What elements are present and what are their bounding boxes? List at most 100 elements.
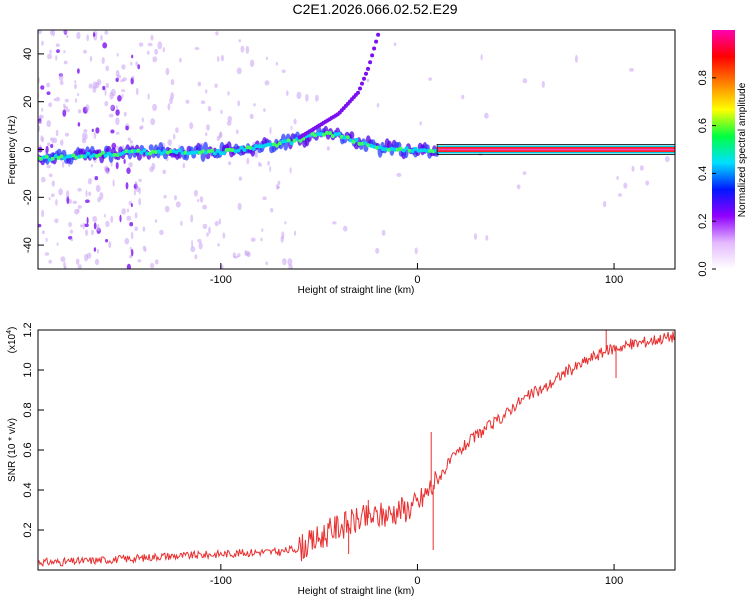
ridge-core-mark	[333, 132, 338, 137]
speckle-mark	[55, 199, 58, 206]
speckle-mark	[154, 219, 158, 223]
ridge-core-mark	[360, 141, 365, 146]
speckle-mark	[269, 126, 272, 135]
speckle-mark	[85, 104, 90, 112]
speckle-mark	[141, 117, 144, 123]
speckle-mark	[664, 156, 670, 163]
speckle-mark	[197, 81, 202, 87]
speckle-mark	[130, 61, 133, 66]
speckle-mark	[138, 178, 142, 183]
speckle-mark	[49, 49, 52, 54]
speckle-mark	[623, 182, 628, 189]
speckle-mark	[83, 129, 88, 133]
ridge-core-mark	[53, 154, 58, 159]
speckle-mark	[159, 229, 164, 235]
speckle-mark	[164, 205, 170, 213]
y-tick-label: 0.8	[22, 402, 34, 417]
colorbar-title: Normalized spectral amplitude	[737, 82, 748, 217]
ridge-core-mark	[381, 147, 385, 152]
speckle-mark	[152, 103, 158, 112]
speckle-mark	[82, 132, 86, 141]
speckle-mark	[75, 258, 80, 265]
speckle-mark	[140, 125, 144, 129]
snr-scale-close: )	[7, 327, 18, 330]
speckle-mark	[396, 172, 402, 177]
speckle-mark	[131, 54, 134, 59]
speckle-mark	[46, 91, 51, 95]
speckle-mark	[343, 225, 348, 232]
speckle-mark	[83, 49, 87, 54]
speckle-mark	[46, 120, 51, 128]
speckle-mark	[115, 109, 120, 116]
speckle-mark	[47, 142, 51, 147]
speckle-mark	[131, 75, 135, 80]
speckle-mark	[288, 264, 293, 269]
branch-mark	[356, 90, 360, 95]
ridge-core-mark	[44, 154, 49, 159]
ridge-core-mark	[292, 138, 297, 143]
snr-scale-exponent: 4	[6, 330, 13, 334]
speckle-mark	[41, 40, 44, 46]
speckle-mark	[218, 218, 221, 225]
ridge-core-mark	[97, 152, 102, 157]
speckle-mark	[105, 82, 110, 89]
speckle-mark	[428, 77, 432, 81]
x-tick-label: 0	[414, 575, 420, 587]
speckle-mark	[95, 127, 100, 134]
speckle-mark	[77, 205, 82, 209]
speckle-mark	[50, 30, 54, 36]
speckle-mark	[305, 94, 309, 102]
speckle-mark	[170, 79, 175, 86]
ridge-core-mark	[369, 143, 374, 148]
ridge-halo-mark	[148, 144, 154, 151]
speckle-mark	[206, 232, 209, 237]
speckle-mark	[85, 229, 88, 237]
y-tick-label: 0.2	[22, 522, 34, 537]
x-tick-label: -100	[210, 274, 232, 286]
speckle-mark	[105, 170, 110, 175]
speckle-mark	[92, 216, 98, 223]
ridge-core-mark	[289, 141, 294, 146]
speckle-mark	[126, 167, 131, 174]
speckle-mark	[77, 188, 82, 192]
speckle-mark	[150, 262, 155, 269]
ridge-core-mark	[148, 151, 153, 156]
speckle-mark	[194, 254, 198, 260]
speckle-mark	[175, 127, 179, 133]
speckle-mark	[522, 78, 528, 84]
colorbar-tick-label: 0.6	[697, 118, 709, 133]
speckle-mark	[381, 229, 386, 236]
speckle-mark	[80, 224, 83, 228]
ridge-core-mark	[218, 151, 223, 156]
speckle-mark	[162, 47, 165, 53]
speckle-mark	[123, 158, 126, 164]
speckle-mark	[284, 221, 287, 225]
ridge-core-mark	[357, 141, 362, 146]
speckle-mark	[93, 222, 97, 230]
speckle-mark	[236, 67, 242, 75]
ridge-core-mark	[336, 131, 341, 136]
speckle-mark	[137, 259, 142, 263]
y-tick-label: 1.0	[22, 362, 34, 377]
speckle-mark	[59, 80, 64, 86]
speckle-mark	[63, 265, 67, 269]
ridge-core-mark	[260, 144, 265, 149]
speckle-mark	[46, 164, 51, 169]
branch-mark	[368, 60, 373, 65]
speckle-mark	[157, 41, 163, 50]
speckle-mark	[121, 93, 124, 99]
speckle-mark	[182, 162, 186, 169]
speckle-mark	[108, 241, 112, 249]
ridge-core-mark	[398, 146, 403, 151]
x-tick-label: -100	[210, 575, 232, 587]
spectrogram-panel: -100 0 100 -40 -20 0 20 40 Height of straight …	[7, 29, 676, 296]
speckle-mark	[214, 220, 219, 227]
speckle-mark	[254, 153, 259, 158]
speckle-mark	[233, 255, 239, 259]
speckle-mark	[237, 100, 240, 107]
speckle-mark	[86, 252, 92, 259]
spectrogram-heatmap	[38, 30, 675, 269]
speckle-mark	[74, 83, 77, 90]
ridge-core-mark	[192, 150, 197, 155]
branch-mark	[376, 32, 381, 37]
